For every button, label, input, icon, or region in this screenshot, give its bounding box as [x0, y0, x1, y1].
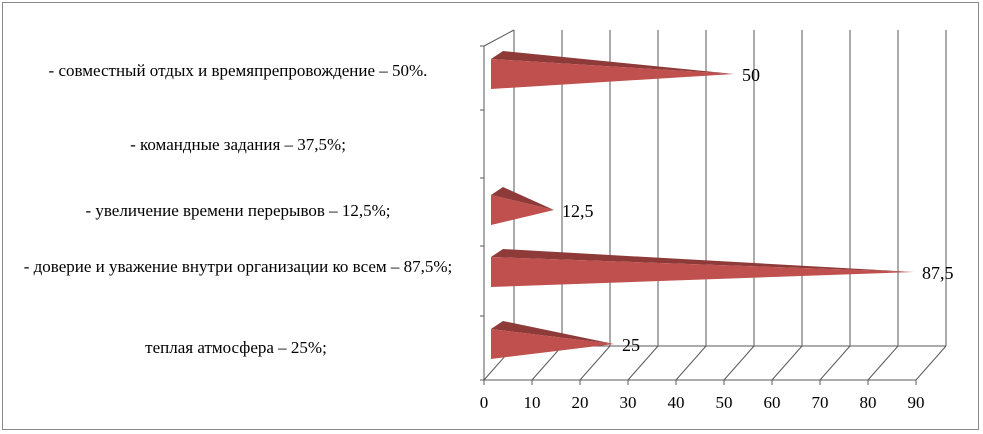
- data-label: 87,5: [922, 263, 954, 283]
- floor-line: [579, 345, 611, 381]
- category-label: - совместный отдых и времяпрепровождение…: [48, 61, 428, 80]
- cone-bar: [491, 257, 914, 287]
- category-label: - командные задания – 37,5%;: [130, 135, 346, 154]
- category-label: - доверие и уважение внутри организации …: [23, 257, 453, 276]
- x-tick-label: 0: [480, 393, 489, 412]
- x-tick-label: 30: [620, 393, 637, 412]
- x-tick-label: 50: [716, 393, 733, 412]
- category-label: теплая атмосфера – 25%;: [145, 338, 327, 357]
- x-tick-label: 60: [764, 393, 781, 412]
- cone-bar: [491, 59, 734, 89]
- floor-line: [627, 345, 659, 381]
- data-label: 12,5: [562, 201, 594, 221]
- wall-top-edge: [483, 29, 515, 47]
- floor-line: [723, 345, 755, 381]
- floor-line: [531, 345, 563, 381]
- x-tick-label: 40: [668, 393, 685, 412]
- floor-line: [819, 345, 851, 381]
- floor-line: [771, 345, 803, 381]
- x-tick-label: 90: [908, 393, 925, 412]
- x-tick-label: 20: [572, 393, 589, 412]
- floor-line: [675, 345, 707, 381]
- x-tick-label: 70: [812, 393, 829, 412]
- cone-top: [491, 321, 614, 344]
- floor-line: [867, 345, 899, 381]
- x-tick-label: 10: [524, 393, 541, 412]
- cone-top: [491, 249, 914, 272]
- cone-bar: [491, 195, 554, 225]
- data-label: 50: [742, 65, 760, 85]
- cone-bar: [491, 329, 614, 359]
- data-label: 25: [622, 335, 640, 355]
- x-tick-label: 80: [860, 393, 877, 412]
- floor-line: [915, 345, 947, 381]
- cone-top: [491, 187, 554, 210]
- cone-top: [491, 51, 734, 74]
- category-label: - увеличение времени перерывов – 12,5%;: [85, 201, 391, 220]
